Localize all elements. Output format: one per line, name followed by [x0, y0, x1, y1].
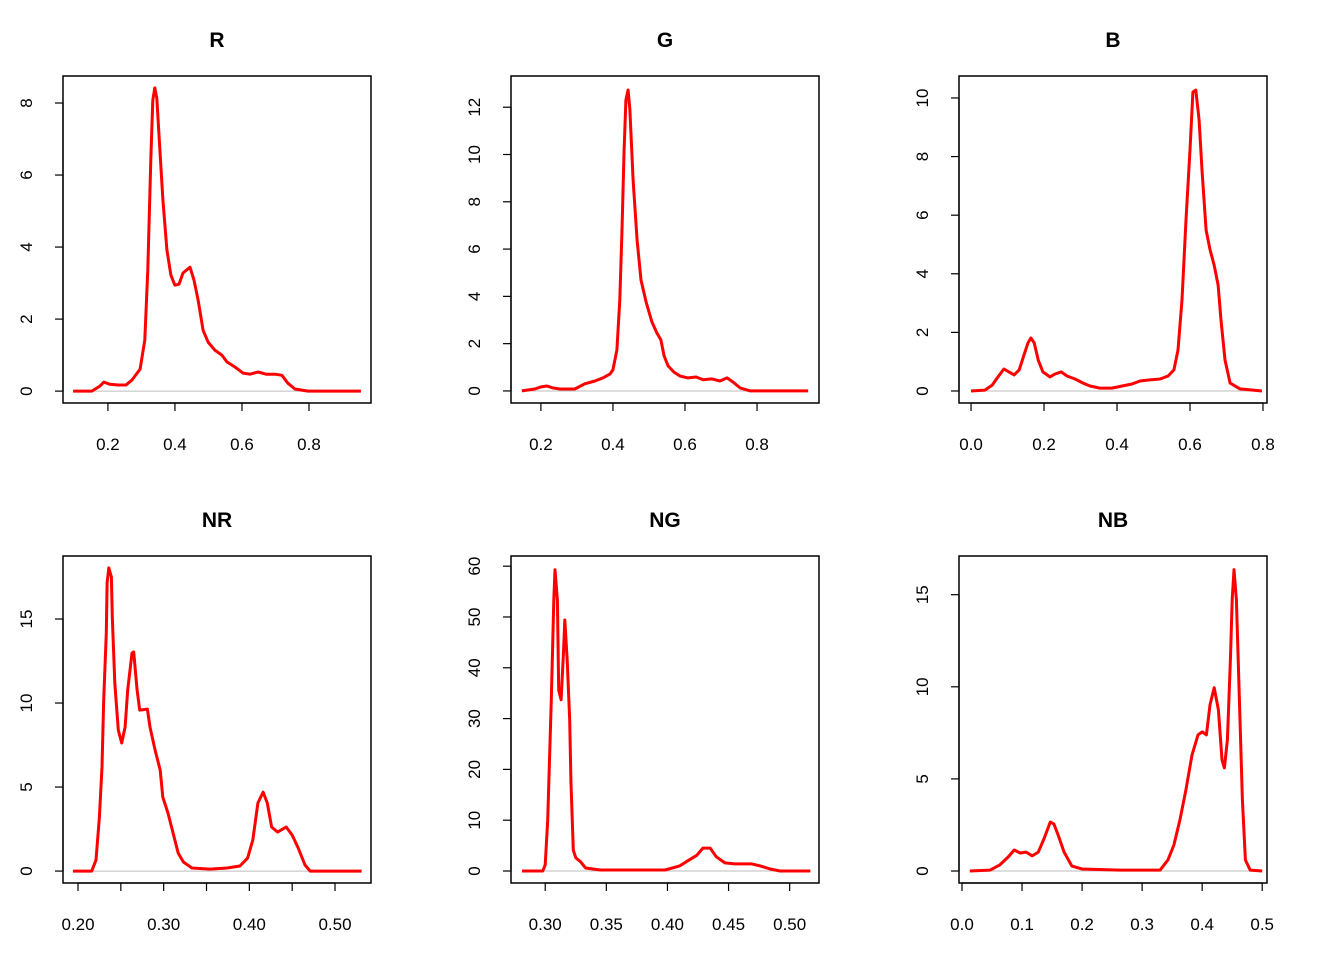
y-tick-label: 6 — [465, 244, 484, 253]
y-tick-label: 15 — [17, 610, 36, 629]
panel-title-nb: NB — [1098, 509, 1128, 532]
x-tick-label: 0.6 — [230, 435, 254, 454]
x-tick-label: 0.30 — [529, 915, 562, 934]
panel-ng: NG 0.30 0.35 0.40 0.45 0.50 0 10 20 30 40 50 60 — [465, 509, 820, 934]
y-tick-label: 15 — [913, 585, 932, 604]
y-tick-label: 0 — [913, 866, 932, 875]
y-tick-label: 2 — [913, 328, 932, 337]
panel-r: R 0.2 0.4 0.6 0.8 0 2 4 6 8 — [17, 29, 372, 454]
panel-b: B 0.0 0.2 0.4 0.6 0.8 0 2 4 6 8 10 — [913, 29, 1275, 454]
panel-nb: NB 0.0 0.1 0.2 0.3 0.4 0.5 0 5 10 15 — [913, 509, 1274, 934]
x-tick-label: 0.40 — [233, 915, 266, 934]
plot-box — [958, 75, 1268, 404]
density-line — [969, 568, 1263, 873]
x-tick-label: 0.6 — [1178, 435, 1202, 454]
y-tick-label: 5 — [913, 774, 932, 783]
y-tick-label: 30 — [465, 709, 484, 728]
panel-title-r: R — [209, 29, 224, 52]
density-line — [73, 86, 361, 393]
y-tick-label: 12 — [465, 98, 484, 117]
panel-g: G 0.2 0.4 0.6 0.8 0 2 4 6 8 10 12 — [465, 29, 820, 454]
y-tick-label: 0 — [913, 386, 932, 395]
x-tick-label: 0.45 — [712, 915, 745, 934]
y-tick-label: 20 — [465, 760, 484, 779]
x-tick-label: 0.2 — [96, 435, 120, 454]
y-tick-label: 4 — [913, 269, 932, 278]
y-tick-label: 10 — [465, 145, 484, 164]
panel-nr: NR 0.20 0.30 0.40 0.50 0 5 10 15 — [17, 509, 372, 934]
density-line — [522, 568, 811, 873]
y-tick-label: 2 — [465, 339, 484, 348]
x-tick-label: 0.0 — [959, 435, 983, 454]
plot-box — [62, 555, 372, 884]
y-tick-label: 4 — [465, 292, 484, 301]
y-tick-label: 5 — [17, 782, 36, 791]
y-tick-label: 8 — [17, 98, 36, 107]
plot-box — [958, 555, 1268, 884]
y-tick-label: 8 — [465, 197, 484, 206]
x-tick-label: 0.50 — [773, 915, 806, 934]
panel-title-nr: NR — [202, 509, 232, 532]
density-line — [521, 88, 809, 393]
y-tick-label: 0 — [465, 866, 484, 875]
x-tick-label: 0.2 — [1032, 435, 1056, 454]
x-tick-label: 0.4 — [1105, 435, 1129, 454]
plot-box — [62, 75, 372, 404]
y-tick-label: 2 — [17, 314, 36, 323]
density-line — [72, 566, 362, 873]
x-tick-label: 0.50 — [318, 915, 351, 934]
x-tick-label: 0.1 — [1010, 915, 1034, 934]
x-tick-label: 0.6 — [673, 435, 697, 454]
y-tick-label: 10 — [913, 89, 932, 108]
y-tick-label: 10 — [465, 811, 484, 830]
y-tick-label: 50 — [465, 608, 484, 627]
y-tick-label: 6 — [913, 210, 932, 219]
x-tick-label: 0.20 — [61, 915, 94, 934]
x-tick-label: 0.8 — [745, 435, 769, 454]
y-tick-label: 0 — [17, 386, 36, 395]
panel-title-g: G — [657, 29, 673, 52]
x-tick-label: 0.30 — [147, 915, 180, 934]
x-tick-label: 0.0 — [950, 915, 974, 934]
y-tick-label: 40 — [465, 658, 484, 677]
x-tick-label: 0.40 — [651, 915, 684, 934]
x-tick-label: 0.2 — [529, 435, 553, 454]
x-tick-label: 0.2 — [1070, 915, 1094, 934]
y-tick-label: 10 — [17, 694, 36, 713]
y-tick-label: 0 — [465, 386, 484, 395]
y-tick-label: 10 — [913, 677, 932, 696]
y-tick-label: 6 — [17, 170, 36, 179]
x-tick-label: 0.3 — [1130, 915, 1154, 934]
y-tick-label: 4 — [17, 242, 36, 251]
x-tick-label: 0.8 — [297, 435, 321, 454]
density-line — [970, 88, 1263, 393]
panel-title-b: B — [1105, 29, 1120, 52]
x-tick-label: 0.8 — [1251, 435, 1275, 454]
panel-title-ng: NG — [649, 509, 681, 532]
y-tick-label: 0 — [17, 866, 36, 875]
y-tick-label: 60 — [465, 557, 484, 576]
y-tick-label: 8 — [913, 152, 932, 161]
x-tick-label: 0.4 — [163, 435, 187, 454]
x-tick-label: 0.4 — [1190, 915, 1214, 934]
x-tick-label: 0.4 — [601, 435, 625, 454]
x-tick-label: 0.35 — [590, 915, 623, 934]
x-tick-label: 0.5 — [1250, 915, 1274, 934]
